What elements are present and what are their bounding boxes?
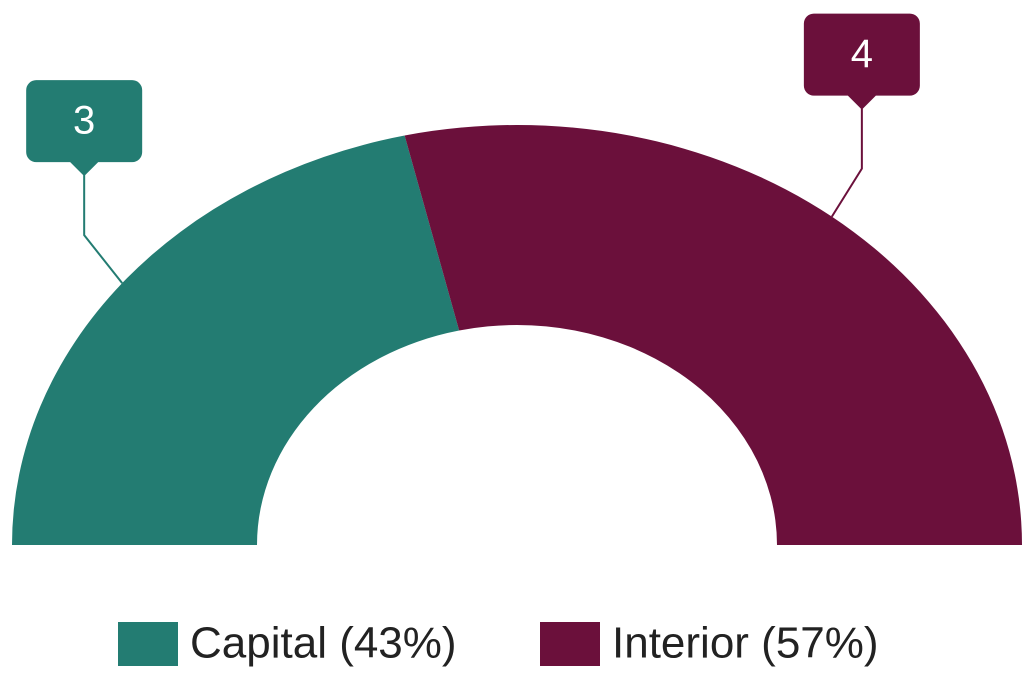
- data-label: 3: [73, 99, 95, 143]
- legend-swatch: [540, 622, 600, 666]
- slice: [404, 125, 1022, 545]
- legend-swatch: [118, 622, 178, 666]
- data-label: 4: [851, 32, 873, 76]
- slice: [12, 135, 460, 545]
- legend-label: Capital (43%): [190, 619, 457, 668]
- callout-line: [83, 175, 123, 284]
- callout-box: [26, 80, 143, 177]
- callout-box: [803, 13, 920, 110]
- legend-label: Interior (57%): [612, 619, 879, 668]
- callout-line: [831, 108, 863, 218]
